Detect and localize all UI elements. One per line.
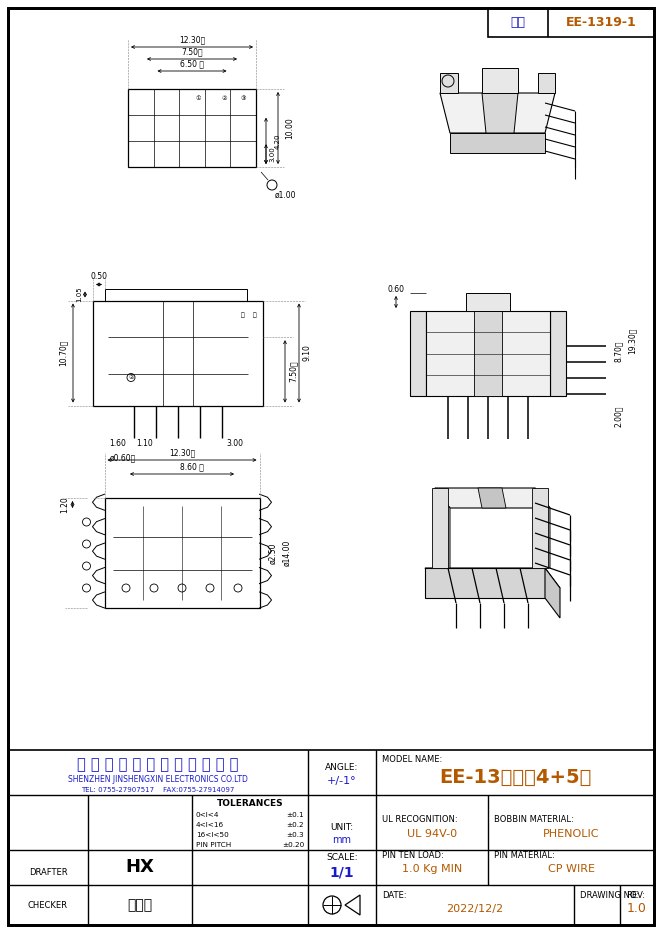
Bar xyxy=(105,288,247,300)
Polygon shape xyxy=(538,73,555,93)
Polygon shape xyxy=(532,488,548,568)
Text: UNIT:: UNIT: xyxy=(330,824,354,832)
Text: CHECKER: CHECKER xyxy=(28,900,68,910)
Text: 1.10: 1.10 xyxy=(136,439,154,448)
Text: MODEL NAME:: MODEL NAME: xyxy=(382,755,442,763)
Text: 1.0: 1.0 xyxy=(627,902,647,915)
Polygon shape xyxy=(435,488,550,508)
Text: 2.00ⓔ: 2.00ⓔ xyxy=(614,405,622,426)
Text: ±0.2: ±0.2 xyxy=(287,822,304,828)
Text: BOBBIN MATERIAL:: BOBBIN MATERIAL: xyxy=(494,815,574,825)
Text: 8.70ⓔ: 8.70ⓔ xyxy=(614,341,622,362)
Text: DRAFTER: DRAFTER xyxy=(28,869,68,877)
Text: REV:: REV: xyxy=(626,890,645,899)
Bar xyxy=(128,89,256,167)
Text: 9.10: 9.10 xyxy=(303,344,312,361)
Text: 深 圳 市 金 盛 鑫 科 技 有 限 公 司: 深 圳 市 金 盛 鑫 科 技 有 限 公 司 xyxy=(77,758,239,773)
Text: 1.0 Kg MIN: 1.0 Kg MIN xyxy=(402,864,462,874)
Text: HX: HX xyxy=(126,858,154,876)
Text: UL 94V-0: UL 94V-0 xyxy=(407,829,457,839)
Text: 7.50ⓔ: 7.50ⓔ xyxy=(289,360,297,383)
Text: TEL: 0755-27907517    FAX:0755-27914097: TEL: 0755-27907517 FAX:0755-27914097 xyxy=(81,787,235,793)
Text: ⓕ: ⓕ xyxy=(253,313,257,318)
Text: 0.60: 0.60 xyxy=(387,285,404,294)
Polygon shape xyxy=(482,68,518,93)
Text: 4<l<16: 4<l<16 xyxy=(196,822,224,828)
Bar xyxy=(466,293,510,311)
Text: 3.00: 3.00 xyxy=(269,146,275,162)
Polygon shape xyxy=(440,93,555,133)
Text: ②: ② xyxy=(221,96,227,102)
Text: EE-13立式（4+5）: EE-13立式（4+5） xyxy=(439,768,591,787)
Text: SCALE:: SCALE: xyxy=(326,853,358,861)
Text: 19.30ⓔ: 19.30ⓔ xyxy=(628,327,636,355)
Polygon shape xyxy=(432,488,448,568)
Text: 10.00: 10.00 xyxy=(285,118,295,139)
Polygon shape xyxy=(545,568,560,618)
Text: 0<l<4: 0<l<4 xyxy=(196,812,220,818)
Polygon shape xyxy=(435,488,450,568)
Text: EE-1319-1: EE-1319-1 xyxy=(565,16,636,29)
Text: PIN MATERIAL:: PIN MATERIAL: xyxy=(494,851,555,859)
Text: 10.70ⓔ: 10.70ⓔ xyxy=(58,340,68,366)
Text: PIN PITCH: PIN PITCH xyxy=(196,842,231,848)
Bar xyxy=(426,311,550,396)
Text: ②: ② xyxy=(128,375,134,380)
Polygon shape xyxy=(482,93,518,133)
Text: 16<l<50: 16<l<50 xyxy=(196,832,229,838)
Text: ⓔ: ⓔ xyxy=(241,313,245,318)
Text: SHENZHEN JINSHENGXIN ELECTRONICS CO.LTD: SHENZHEN JINSHENGXIN ELECTRONICS CO.LTD xyxy=(68,774,248,784)
Text: DRAWING NO:: DRAWING NO: xyxy=(580,890,639,899)
Text: PIN TEN LOAD:: PIN TEN LOAD: xyxy=(382,851,444,859)
Polygon shape xyxy=(450,133,545,153)
Bar xyxy=(8,750,654,925)
Text: mm: mm xyxy=(332,835,352,845)
Text: ±0.20: ±0.20 xyxy=(282,842,304,848)
Text: ø1.00: ø1.00 xyxy=(275,190,297,200)
Text: 8.60 ⓞ: 8.60 ⓞ xyxy=(180,463,204,471)
Text: ±0.3: ±0.3 xyxy=(287,832,304,838)
Text: 0.50: 0.50 xyxy=(91,272,107,281)
Text: 4.20: 4.20 xyxy=(275,133,281,148)
Text: ANGLE:: ANGLE: xyxy=(325,762,359,772)
Text: 12.30ⓐ: 12.30ⓐ xyxy=(179,35,205,45)
Bar xyxy=(550,311,566,396)
Text: 2022/12/2: 2022/12/2 xyxy=(446,904,504,914)
Text: 12.30ⓝ: 12.30ⓝ xyxy=(169,449,195,457)
Text: 7.50ⓑ: 7.50ⓑ xyxy=(181,48,203,57)
Text: 1.20: 1.20 xyxy=(60,496,69,513)
Text: PHENOLIC: PHENOLIC xyxy=(543,829,599,839)
Polygon shape xyxy=(425,568,560,588)
Polygon shape xyxy=(478,488,506,508)
Bar xyxy=(410,311,426,396)
Polygon shape xyxy=(425,568,545,598)
Bar xyxy=(488,8,654,37)
Bar xyxy=(474,311,502,396)
Bar xyxy=(93,300,263,406)
Text: ø0.60ⓓ: ø0.60ⓓ xyxy=(110,453,136,462)
Text: TOLERANCES: TOLERANCES xyxy=(216,799,283,807)
Text: DATE:: DATE: xyxy=(382,890,406,899)
Text: ø2.50: ø2.50 xyxy=(269,542,278,564)
Text: 1.60: 1.60 xyxy=(110,439,126,448)
Text: ±0.1: ±0.1 xyxy=(287,812,304,818)
Text: 3.00: 3.00 xyxy=(226,439,244,448)
Text: ③: ③ xyxy=(240,96,246,102)
Text: UL RECOGNITION:: UL RECOGNITION: xyxy=(382,815,457,825)
Polygon shape xyxy=(535,488,550,568)
Text: +/-1°: +/-1° xyxy=(327,776,357,786)
Text: 6.50 ⓒ: 6.50 ⓒ xyxy=(180,60,204,68)
Text: 1.05: 1.05 xyxy=(76,286,82,302)
Text: ø14.00: ø14.00 xyxy=(283,540,292,566)
Bar xyxy=(105,498,260,608)
Polygon shape xyxy=(440,73,458,93)
Text: CP WIRE: CP WIRE xyxy=(547,864,594,874)
Text: 型号: 型号 xyxy=(510,16,526,29)
Text: 1/1: 1/1 xyxy=(330,865,354,879)
Text: 杨柏林: 杨柏林 xyxy=(128,898,152,912)
Text: ①: ① xyxy=(195,96,201,102)
